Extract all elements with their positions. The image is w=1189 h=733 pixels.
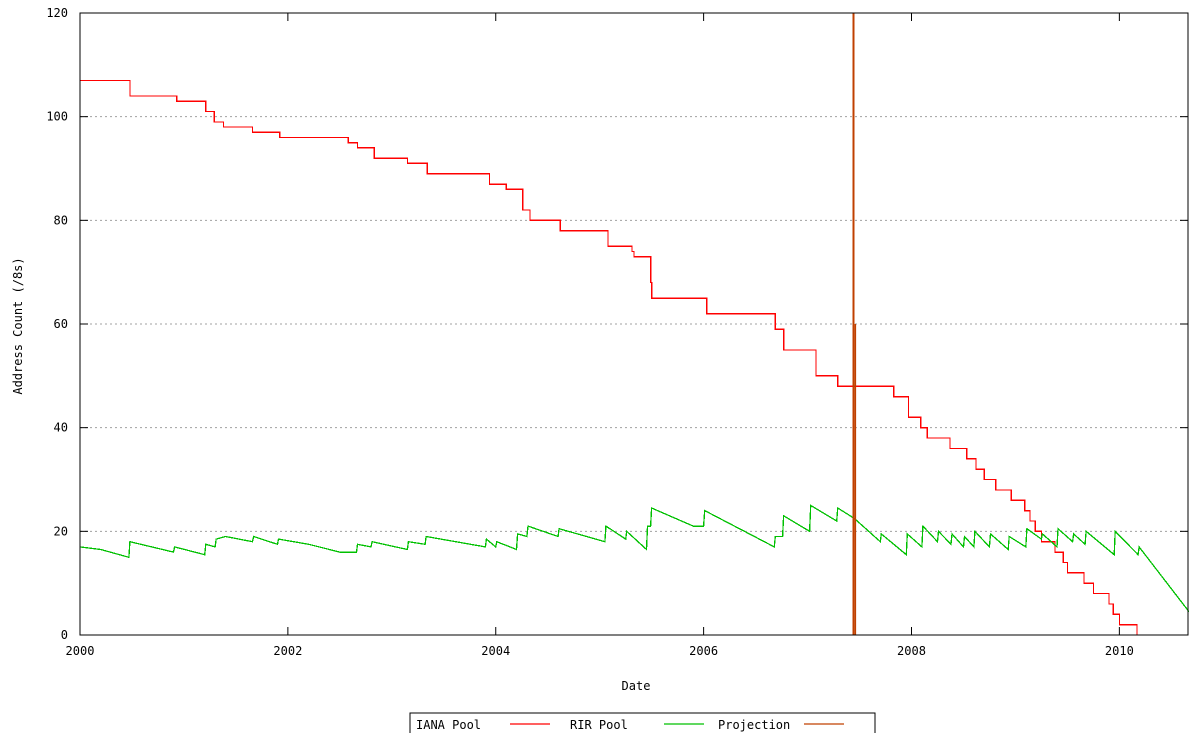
x-tick-label-2010: 2010 [1105, 644, 1134, 658]
x-tick-label-2008: 2008 [897, 644, 926, 658]
y-tick-label-100: 100 [46, 110, 68, 124]
legend-box [409, 712, 876, 733]
x-tick-label-2006: 2006 [689, 644, 718, 658]
y-tick-label-20: 20 [54, 524, 68, 538]
series-line-iana-pool [80, 79, 1138, 635]
y-tick-label-40: 40 [54, 421, 68, 435]
x-tick-label-2004: 2004 [481, 644, 510, 658]
y-tick-labels: 0 20 40 60 80 100 120 [46, 6, 68, 642]
legend-label-projection: Projection [718, 718, 790, 732]
x-tick-labels: 2000 2002 2004 2006 2008 2010 [66, 644, 1134, 658]
series-line-rir-pool [79, 504, 1189, 613]
x-tick-label-2000: 2000 [66, 644, 95, 658]
y-tick-label-0: 0 [61, 628, 68, 642]
x-axis-title: Date [622, 679, 651, 693]
y-tick-label-80: 80 [54, 213, 68, 227]
y-tick-label-60: 60 [54, 317, 68, 331]
x-tick-label-2002: 2002 [273, 644, 302, 658]
legend-label-rir-pool: RIR Pool [570, 718, 628, 732]
plot-area [79, 13, 1189, 635]
legend: IANA Pool RIR Pool Projection [409, 712, 876, 733]
legend-label-iana-pool: IANA Pool [416, 718, 481, 732]
y-axis-title: Address Count (/8s) [11, 257, 25, 394]
plot-frame [79, 12, 1189, 636]
grid-lines [80, 116, 1189, 532]
y-tick-label-120: 120 [46, 6, 68, 20]
